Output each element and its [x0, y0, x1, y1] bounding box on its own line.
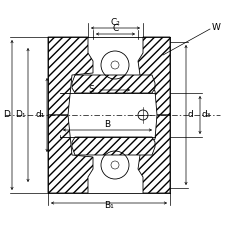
Text: D: D: [3, 111, 10, 120]
Polygon shape: [137, 37, 169, 115]
Text: D₁: D₁: [15, 111, 26, 120]
Polygon shape: [137, 115, 169, 193]
Text: S: S: [88, 85, 94, 95]
Text: B: B: [104, 120, 110, 129]
Text: d: d: [187, 111, 193, 120]
Text: C: C: [112, 24, 118, 33]
Polygon shape: [72, 75, 154, 93]
Text: B₁: B₁: [104, 201, 113, 210]
Text: W: W: [211, 24, 220, 33]
Polygon shape: [72, 137, 154, 155]
Polygon shape: [48, 37, 93, 115]
Text: d₁: d₁: [35, 111, 45, 120]
Polygon shape: [48, 115, 93, 193]
Text: d₃: d₃: [201, 111, 210, 120]
Text: C₂: C₂: [110, 18, 120, 27]
